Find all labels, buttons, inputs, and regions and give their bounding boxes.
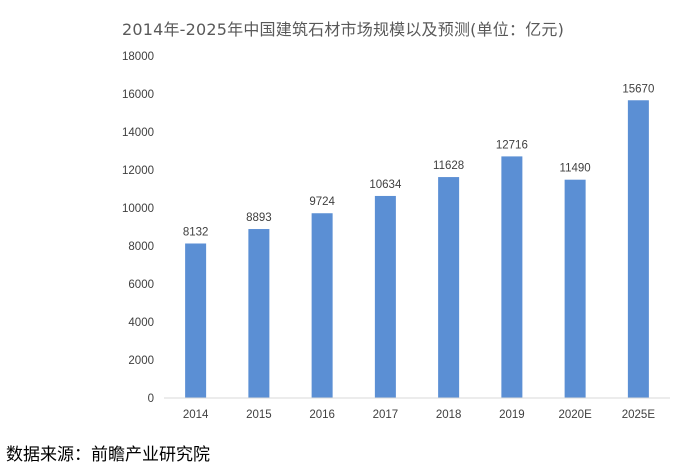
y-tick-label: 8000 xyxy=(128,241,154,253)
bar xyxy=(248,229,270,398)
data-label: 8893 xyxy=(246,212,272,224)
x-tick-label: 2019 xyxy=(499,409,525,421)
data-label: 15670 xyxy=(622,83,654,95)
y-tick-label: 6000 xyxy=(128,279,154,291)
bar xyxy=(311,213,333,398)
data-label: 11490 xyxy=(560,163,591,175)
x-tick-label: 2025E xyxy=(622,409,656,421)
y-tick-label: 12000 xyxy=(122,165,154,177)
bar xyxy=(564,179,586,398)
y-tick-label: 18000 xyxy=(122,51,154,63)
data-label: 8132 xyxy=(183,226,209,238)
data-label: 10634 xyxy=(369,179,402,191)
x-tick-label: 2015 xyxy=(246,409,272,421)
y-axis: 0 2000 4000 6000 8000 10000 12000 14000 16000 180… xyxy=(122,51,154,405)
bar-chart: 0 2000 4000 6000 8000 10000 12000 14000 16000 180… xyxy=(122,51,670,421)
data-labels: 8132 8893 9724 10634 11628 12716 11490 15670 xyxy=(183,83,655,238)
x-tick-label: 2017 xyxy=(373,409,399,421)
bar xyxy=(374,195,396,398)
bar xyxy=(501,156,523,398)
x-axis: 2014 2015 2016 2017 2018 2019 2020E 2025E xyxy=(164,397,670,421)
y-tick-label: 0 xyxy=(148,393,154,405)
bar xyxy=(627,100,649,399)
y-tick-label: 10000 xyxy=(122,203,154,215)
bar xyxy=(438,177,460,398)
y-tick-label: 2000 xyxy=(128,355,154,367)
data-label: 12716 xyxy=(496,139,528,151)
source-note: 数据来源：前瞻产业研究院 xyxy=(6,445,210,465)
x-tick-label: 2018 xyxy=(436,409,462,421)
x-tick-label: 2014 xyxy=(183,409,209,421)
x-tick-label: 2020E xyxy=(558,409,592,421)
chart-title: 2014年-2025年中国建筑石材市场规模以及预测(单位：亿元) xyxy=(121,20,565,39)
y-tick-label: 4000 xyxy=(128,317,154,329)
data-label: 9724 xyxy=(309,196,335,208)
data-label: 11628 xyxy=(433,160,464,172)
bar-series xyxy=(185,100,649,399)
bar xyxy=(185,243,207,398)
y-tick-label: 14000 xyxy=(122,127,154,139)
x-tick-label: 2016 xyxy=(309,409,335,421)
y-tick-label: 16000 xyxy=(122,89,154,101)
